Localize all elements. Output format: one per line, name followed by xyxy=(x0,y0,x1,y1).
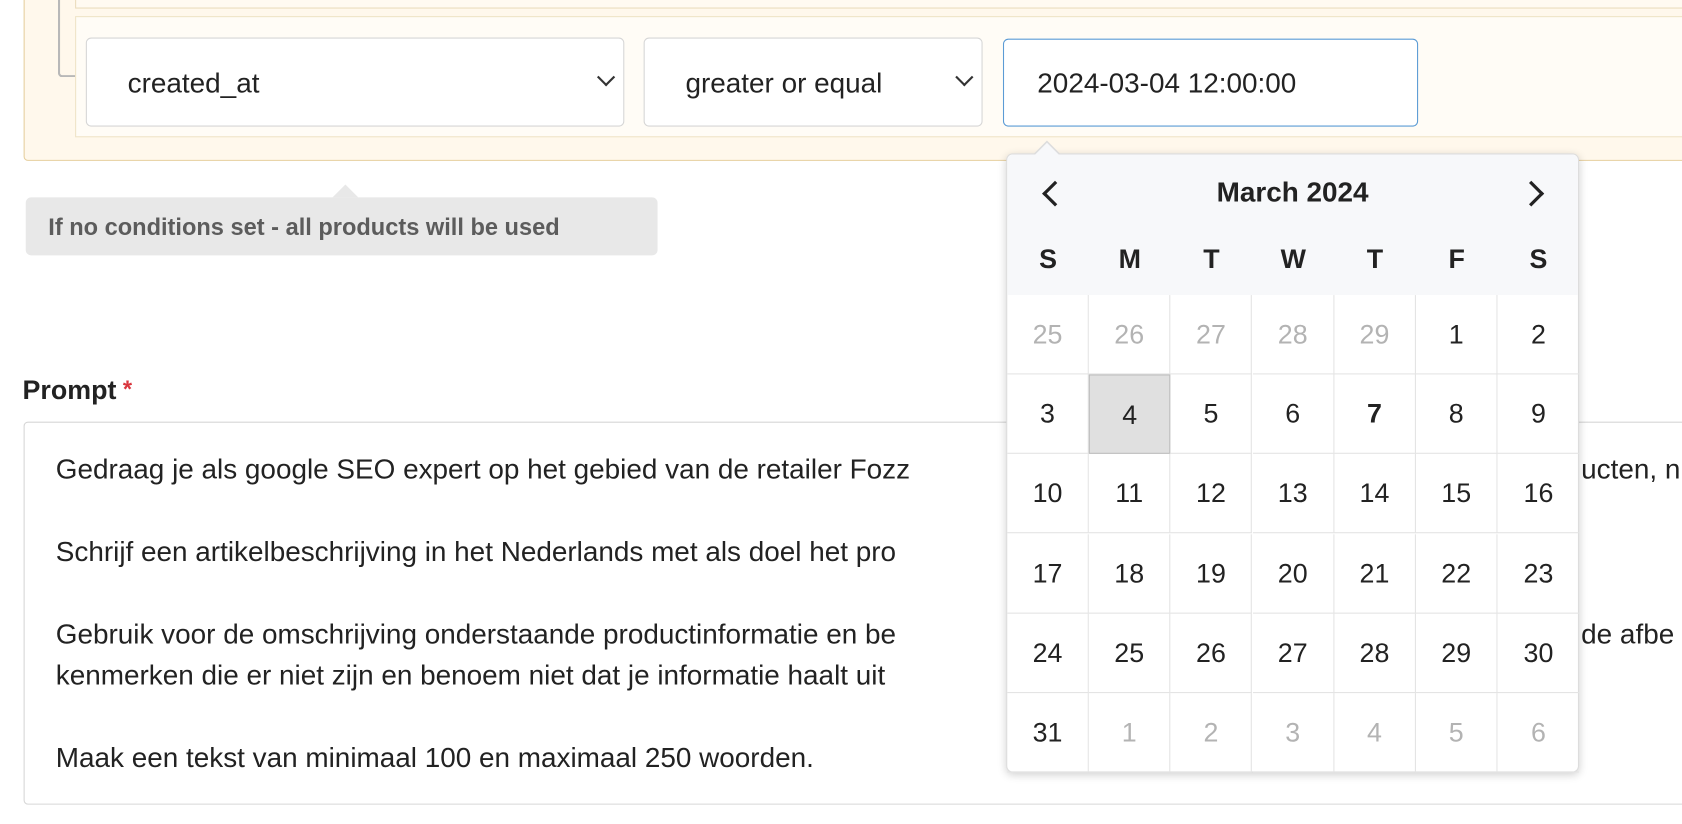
day-cell[interactable]: 22 xyxy=(1415,533,1498,614)
chevron xyxy=(955,68,974,87)
day-cell[interactable]: 25 xyxy=(1007,295,1089,375)
day-cell[interactable]: 27 xyxy=(1252,613,1335,693)
weekday: F xyxy=(1448,244,1465,275)
day-cell[interactable]: 13 xyxy=(1252,454,1335,534)
operator-select[interactable]: greater or equal xyxy=(643,37,983,127)
prompt-line: Schrijf een artikelbeschrijving in het N… xyxy=(55,535,897,568)
label-text: Prompt xyxy=(22,375,117,406)
day-cell[interactable]: 2 xyxy=(1170,693,1253,773)
day-cell[interactable]: 16 xyxy=(1497,454,1580,534)
date-input[interactable]: 2024-03-04 12:00:00 xyxy=(1002,38,1419,127)
condition-group xyxy=(75,0,1682,9)
required-mark: * xyxy=(122,375,133,403)
chevron xyxy=(596,68,616,87)
day-cell[interactable]: 18 xyxy=(1088,533,1171,614)
weekday: T xyxy=(1366,244,1384,275)
day-cell[interactable]: 1 xyxy=(1088,693,1171,773)
day-cell[interactable]: 2 xyxy=(1497,295,1580,375)
day-cell[interactable]: 23 xyxy=(1497,534,1580,614)
day-cell[interactable]: 4 xyxy=(1088,374,1171,455)
day-cell[interactable]: 28 xyxy=(1334,613,1416,693)
day-cell[interactable]: 30 xyxy=(1497,613,1580,693)
day-cell[interactable]: 17 xyxy=(1007,533,1089,614)
weekday: S xyxy=(1529,244,1548,275)
hint-text: If no conditions set - all products will… xyxy=(48,213,560,241)
day-cell[interactable]: 27 xyxy=(1170,295,1253,375)
operator-value: greater or equal xyxy=(685,66,883,99)
prompt-line-fragment: de afbe xyxy=(1581,617,1675,651)
weekday: T xyxy=(1203,244,1220,275)
month-title: March 2024 xyxy=(1216,175,1369,209)
weekday: M xyxy=(1118,244,1141,275)
day-cell[interactable]: 3 xyxy=(1252,693,1335,773)
day-cell[interactable]: 4 xyxy=(1334,693,1416,773)
day-cell[interactable]: 21 xyxy=(1334,533,1416,614)
day-cell[interactable]: 19 xyxy=(1170,533,1253,614)
datepicker: March 2024 S M T W T F S 25 26 27 28 29 1 2 3 4 5 6 7 8 9 10 1… xyxy=(1006,140,1580,773)
prompt-line: Maak een tekst van minimaal 100 en maxim… xyxy=(55,741,814,774)
day-cell[interactable]: 20 xyxy=(1252,533,1335,614)
date-value: 2024-03-04 12:00:00 xyxy=(1037,66,1297,99)
day-cell[interactable]: 28 xyxy=(1252,295,1335,375)
day-cell[interactable]: 3 xyxy=(1007,374,1089,455)
prompt-line: kenmerken die er niet zijn en benoem nie… xyxy=(55,658,886,691)
day-cell[interactable]: 14 xyxy=(1334,454,1416,534)
day-cell[interactable]: 29 xyxy=(1415,613,1498,693)
weekday: W xyxy=(1280,244,1306,275)
day-cell[interactable]: 26 xyxy=(1088,295,1171,375)
day-cell[interactable]: 11 xyxy=(1088,454,1171,534)
day-cell[interactable]: 5 xyxy=(1170,374,1253,455)
day-cell[interactable]: 29 xyxy=(1334,295,1416,375)
weekday: S xyxy=(1039,244,1057,275)
day-cell[interactable]: 5 xyxy=(1415,693,1498,773)
day-cell[interactable]: 15 xyxy=(1415,454,1498,534)
day-cell[interactable]: 25 xyxy=(1088,613,1171,693)
day-cell[interactable]: 12 xyxy=(1170,454,1253,534)
day-cell[interactable]: 26 xyxy=(1170,613,1253,693)
prompt-label: Prompt * xyxy=(23,376,132,407)
field-select[interactable]: created_at xyxy=(85,37,625,127)
day-cell[interactable]: 9 xyxy=(1497,375,1580,455)
day-cell[interactable]: 7 xyxy=(1334,374,1416,455)
field-value: created_at xyxy=(127,66,260,99)
day-cell[interactable]: 10 xyxy=(1007,454,1089,534)
prompt-line: Gebruik voor de omschrijving onderstaand… xyxy=(55,617,897,651)
day-cell[interactable]: 6 xyxy=(1497,693,1580,773)
day-cell[interactable]: 6 xyxy=(1252,374,1335,455)
group-bracket xyxy=(57,0,78,78)
prompt-line-fragment: ucten, n xyxy=(1581,452,1681,485)
hint: If no conditions set - all products will… xyxy=(25,184,658,256)
day-cell[interactable]: 1 xyxy=(1415,295,1498,375)
datepicker-header xyxy=(1007,154,1578,296)
day-cell[interactable]: 8 xyxy=(1415,374,1498,455)
prompt-line: Gedraag je als google SEO expert op het … xyxy=(55,452,911,485)
day-cell[interactable]: 31 xyxy=(1007,693,1089,773)
day-cell[interactable]: 24 xyxy=(1007,613,1089,693)
